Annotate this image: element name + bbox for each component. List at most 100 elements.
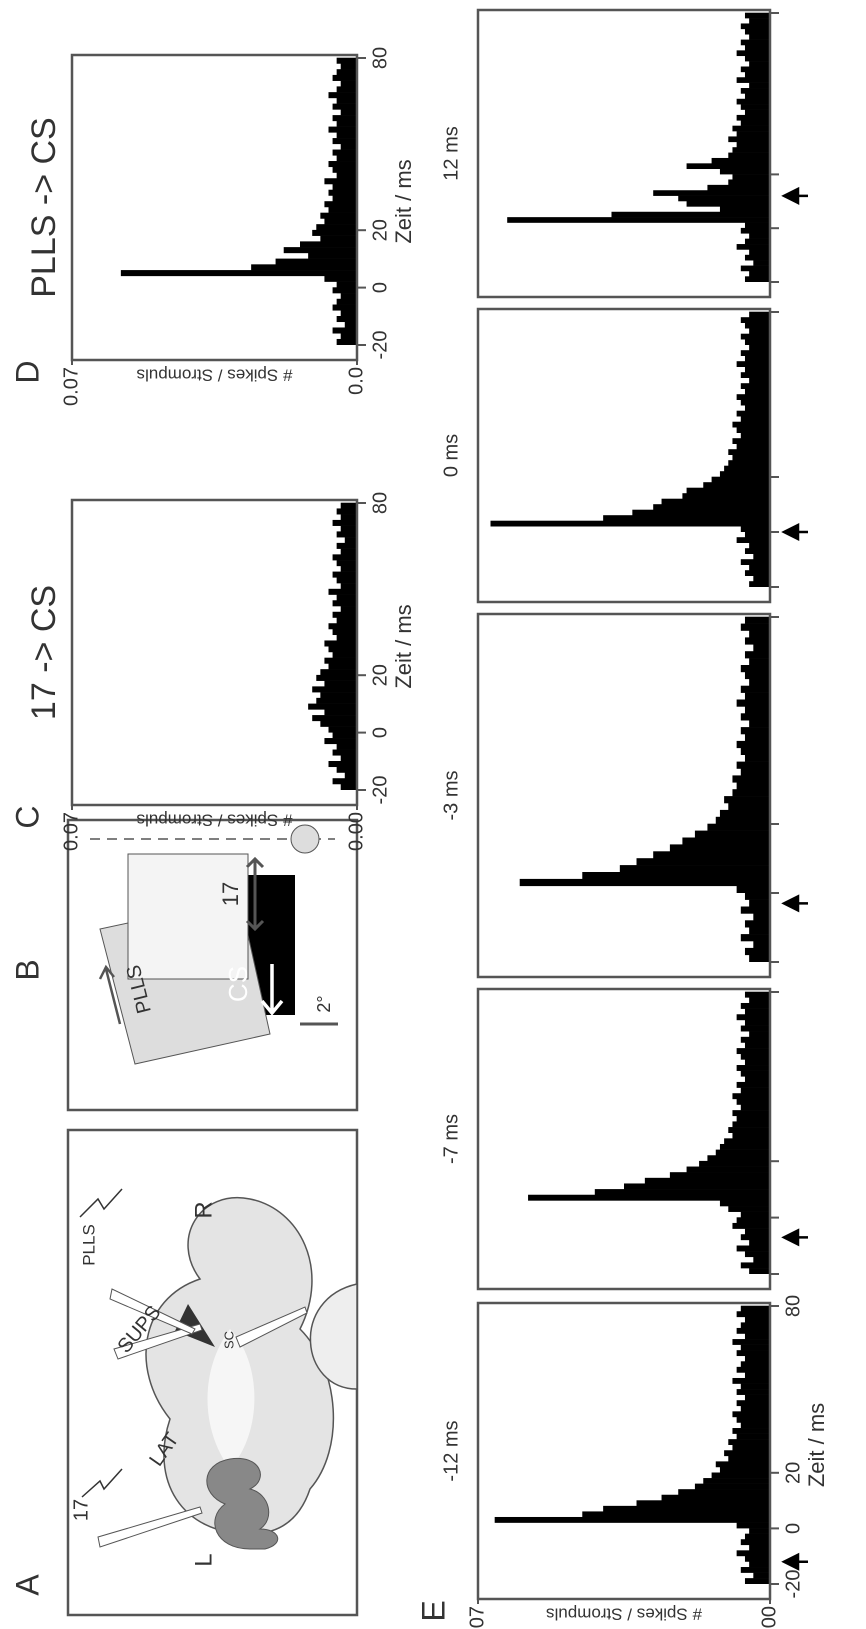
- bar: [611, 211, 770, 218]
- bar: [336, 120, 357, 127]
- bar: [749, 542, 771, 549]
- bar: [320, 720, 358, 727]
- bar: [753, 575, 770, 582]
- plot-frame: [476, 8, 772, 299]
- bar: [324, 738, 357, 745]
- bar: [724, 1450, 770, 1457]
- bar: [336, 155, 357, 162]
- bar: [707, 184, 771, 191]
- bar: [711, 157, 770, 164]
- bar: [744, 754, 771, 762]
- bar: [740, 1211, 770, 1218]
- panel-letter: A: [9, 1574, 45, 1596]
- bar: [703, 482, 770, 488]
- bar: [749, 1528, 771, 1534]
- bar: [308, 703, 357, 710]
- bar: [744, 1008, 771, 1015]
- bar: [344, 772, 357, 779]
- bar: [732, 125, 771, 132]
- bar: [336, 281, 357, 288]
- bar: [324, 201, 357, 208]
- diagram-label: L: [190, 1553, 217, 1566]
- bar: [749, 1544, 771, 1551]
- stimulus-arrow: [781, 186, 808, 205]
- chart-title: 12 ms: [440, 126, 462, 180]
- bar: [740, 1361, 770, 1368]
- x-axis-label: Zeit / ms: [391, 604, 416, 688]
- y-tick-label: 0.07: [60, 367, 82, 406]
- bar: [736, 1098, 771, 1105]
- bar: [732, 454, 771, 461]
- x-tick-label: -20: [369, 331, 391, 360]
- bar: [740, 88, 770, 94]
- bar: [340, 502, 358, 509]
- bar: [490, 520, 770, 527]
- bar: [740, 432, 770, 439]
- bar: [728, 1127, 770, 1133]
- bar: [740, 416, 770, 422]
- bar: [744, 28, 771, 35]
- bar: [744, 276, 771, 282]
- bar: [736, 1014, 771, 1021]
- bar: [336, 316, 357, 323]
- x-tick-label: 80: [782, 1295, 804, 1317]
- bar: [728, 152, 770, 159]
- bar: [594, 1189, 770, 1196]
- bar: [694, 830, 771, 838]
- bar: [336, 560, 357, 567]
- bar: [740, 1036, 770, 1043]
- chart-title: -7 ms: [440, 1114, 462, 1164]
- bar: [749, 1031, 771, 1038]
- bar: [494, 1516, 770, 1523]
- bar: [336, 298, 357, 305]
- bar: [736, 1327, 771, 1334]
- bar: [740, 727, 770, 735]
- bar: [740, 1344, 770, 1351]
- bar: [686, 201, 770, 207]
- bar: [740, 383, 770, 389]
- bar: [736, 410, 771, 417]
- bar: [336, 577, 357, 584]
- bar: [749, 658, 771, 666]
- bar: [324, 657, 357, 664]
- bar: [744, 71, 771, 78]
- bar: [744, 892, 771, 900]
- bar: [728, 1439, 770, 1445]
- bar: [528, 1194, 770, 1201]
- x-axis-label: Zeit / ms: [391, 159, 416, 243]
- bar: [724, 465, 770, 472]
- bar: [744, 706, 771, 714]
- bar: [336, 57, 357, 64]
- bar: [749, 344, 771, 351]
- stimulus-arrow: [781, 894, 808, 913]
- bar: [736, 740, 771, 749]
- bar: [732, 174, 771, 180]
- bar: [624, 1183, 770, 1190]
- bar: [753, 941, 770, 949]
- bar: [744, 405, 771, 411]
- bar: [732, 789, 771, 797]
- bar: [320, 235, 358, 242]
- bar: [283, 247, 358, 254]
- bar: [740, 372, 770, 378]
- bar: [736, 50, 771, 57]
- bar: [340, 525, 358, 532]
- bar: [686, 487, 770, 494]
- bar: [740, 1422, 770, 1429]
- bar: [736, 1522, 771, 1529]
- bar: [332, 304, 358, 311]
- bar: [749, 328, 771, 334]
- bar: [736, 1217, 771, 1224]
- bar: [740, 1405, 770, 1412]
- bar: [744, 1251, 771, 1258]
- bar: [328, 206, 357, 213]
- bar: [744, 947, 771, 956]
- bar: [728, 449, 770, 455]
- bar: [336, 338, 357, 345]
- bar: [744, 692, 771, 700]
- y-axis-label: # Spikes / Strompuls: [137, 366, 293, 385]
- bar: [736, 1115, 771, 1122]
- bar: [619, 865, 770, 873]
- bar: [740, 906, 770, 914]
- bar: [744, 1059, 771, 1066]
